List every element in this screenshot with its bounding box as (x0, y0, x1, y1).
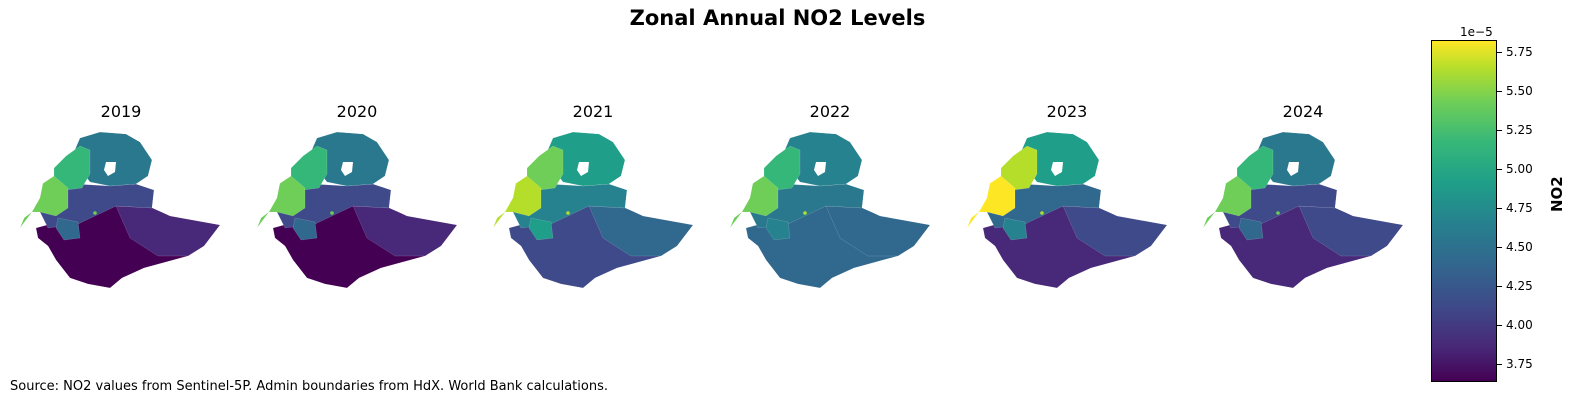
region-west (493, 175, 542, 229)
colorbar-exponent: 1e−5 (1460, 25, 1493, 39)
colorbar-tick-label: 3.75 (1506, 357, 1533, 371)
region-north (546, 132, 626, 187)
colorbar-tick (1497, 130, 1502, 131)
region-center (512, 183, 628, 229)
choropleth-map (730, 132, 930, 288)
colorbar-label: NO2 (1548, 176, 1566, 212)
lake-hole (814, 162, 826, 176)
region-west (967, 175, 1016, 229)
region-center (276, 183, 392, 229)
colorbar-tick (1497, 286, 1502, 287)
region-cap (55, 217, 81, 241)
panel-title-2020: 2020 (336, 102, 378, 121)
colorbar-tick (1497, 169, 1502, 170)
panel-title-2023: 2023 (1046, 102, 1088, 121)
colorbar-tick (1497, 364, 1502, 365)
lake-hole (1287, 162, 1299, 176)
colorbar-tick-label: 4.25 (1506, 279, 1533, 293)
region-cap (292, 217, 318, 241)
lake-hole (341, 162, 353, 176)
region-west (1203, 175, 1252, 229)
city-zone-marker (803, 211, 807, 215)
choropleth-map (1203, 132, 1403, 288)
source-note: Source: NO2 values from Sentinel-5P. Adm… (10, 379, 608, 394)
region-center (39, 183, 155, 229)
colorbar-tick-label: 5.50 (1506, 84, 1533, 98)
map-2021 (491, 128, 697, 292)
region-cap (528, 217, 554, 241)
choropleth-map (967, 132, 1167, 288)
region-west (730, 175, 779, 229)
lake-hole (577, 162, 589, 176)
colorbar-tick-label: 5.25 (1506, 123, 1533, 137)
region-cap (1238, 217, 1264, 241)
region-center (1222, 183, 1338, 229)
region-west (257, 175, 306, 229)
colorbar-tick (1497, 208, 1502, 209)
choropleth-map (257, 132, 457, 288)
map-2023 (965, 128, 1171, 292)
colorbar-tick (1497, 247, 1502, 248)
colorbar-tick-label: 5.75 (1506, 45, 1533, 59)
colorbar-tick-label: 4.75 (1506, 201, 1533, 215)
map-2022 (728, 128, 934, 292)
region-center (749, 183, 865, 229)
panel-title-2019: 2019 (100, 102, 142, 121)
colorbar-tick-label: 4.50 (1506, 240, 1533, 254)
region-north (783, 132, 863, 187)
city-zone-marker (1276, 211, 1280, 215)
city-zone-marker (330, 211, 334, 215)
colorbar-tick-label: 5.00 (1506, 162, 1533, 176)
colorbar-tick (1497, 325, 1502, 326)
colorbar (1431, 40, 1497, 382)
region-west (20, 175, 69, 229)
colorbar-tick (1497, 91, 1502, 92)
lake-hole (1051, 162, 1063, 176)
lake-hole (104, 162, 116, 176)
map-2024 (1201, 128, 1407, 292)
choropleth-map (493, 132, 693, 288)
figure-title: Zonal Annual NO2 Levels (629, 6, 926, 30)
city-zone-marker (566, 211, 570, 215)
map-2019 (18, 128, 224, 292)
region-center (986, 183, 1102, 229)
region-cap (765, 217, 791, 241)
panel-title-2024: 2024 (1282, 102, 1324, 121)
colorbar-tick-label: 4.00 (1506, 318, 1533, 332)
choropleth-map (20, 132, 220, 288)
city-zone-marker (1040, 211, 1044, 215)
region-cap (1002, 217, 1028, 241)
panel-title-2022: 2022 (809, 102, 851, 121)
city-zone-marker (93, 211, 97, 215)
panel-title-2021: 2021 (572, 102, 614, 121)
map-2020 (255, 128, 461, 292)
colorbar-tick (1497, 52, 1502, 53)
